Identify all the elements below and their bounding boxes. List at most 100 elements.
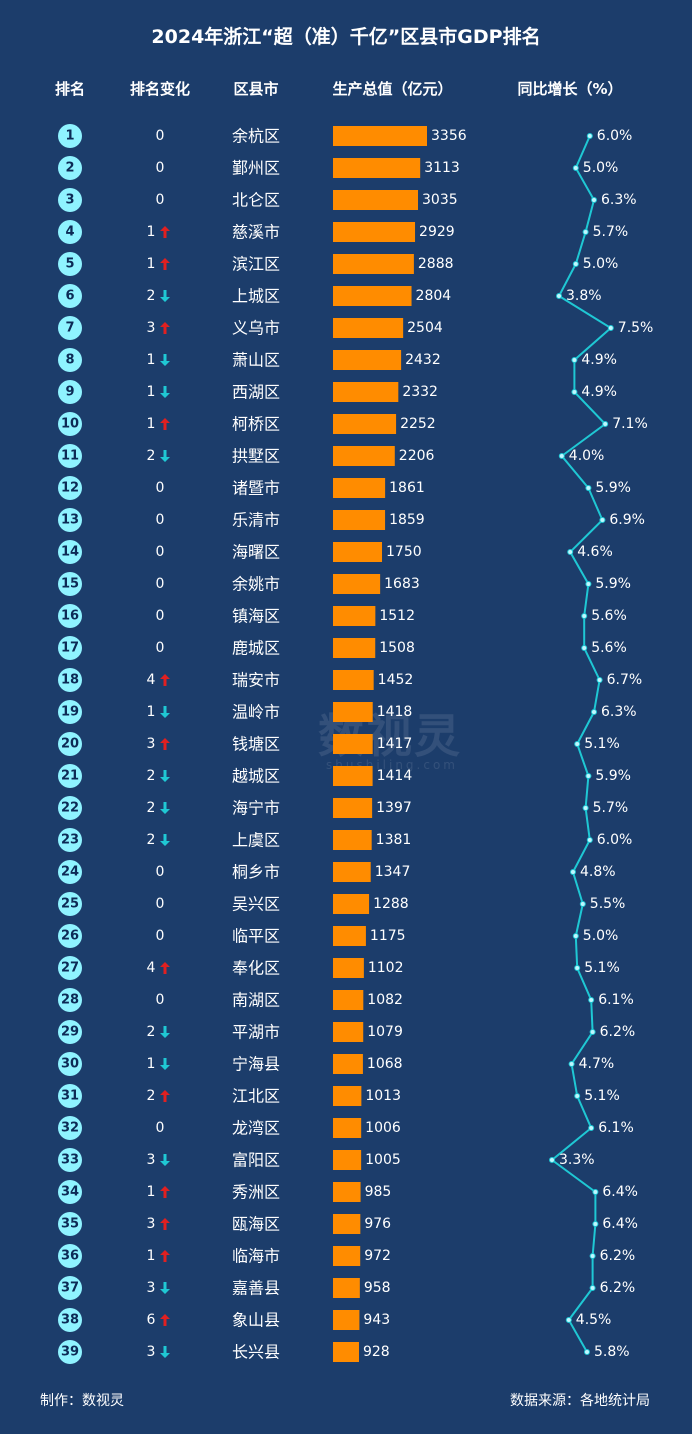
gdp-bar (333, 126, 427, 146)
gdp-value: 1381 (376, 832, 412, 848)
gdp-value: 972 (364, 1248, 391, 1264)
growth-point (565, 1317, 572, 1323)
region-name: 海曙区 (232, 543, 280, 562)
arrow-down-icon (160, 802, 170, 814)
rank-number: 4 (65, 225, 74, 240)
rank-change-value: 0 (156, 896, 165, 912)
region-name: 拱墅区 (232, 447, 280, 466)
growth-label: 6.9% (609, 512, 645, 528)
footer-maker: 制作：数视灵 (40, 1393, 124, 1409)
growth-label: 5.6% (591, 608, 627, 624)
rank-number: 2 (65, 161, 74, 176)
header-growth: 同比增长（%） (517, 80, 623, 98)
gdp-value: 1452 (378, 672, 414, 688)
rank-change-value: 1 (147, 1184, 156, 1200)
gdp-value: 1082 (367, 992, 403, 1008)
rank-circle (58, 764, 82, 788)
rank-number: 12 (61, 481, 79, 496)
arrow-up-icon (160, 1250, 170, 1262)
growth-label: 5.0% (583, 160, 619, 176)
growth-point (558, 453, 565, 459)
growth-point (585, 581, 592, 587)
arrow-up-icon (160, 322, 170, 334)
rank-number: 14 (61, 545, 79, 560)
growth-point (572, 165, 579, 171)
rank-change-value: 1 (147, 224, 156, 240)
rank-number: 39 (61, 1345, 79, 1360)
rank-change-value: 6 (147, 1312, 156, 1328)
arrow-down-icon (160, 834, 170, 846)
region-name: 义乌市 (232, 319, 280, 338)
region-name: 象山县 (232, 1311, 280, 1330)
gdp-value: 1512 (379, 608, 415, 624)
growth-label: 5.8% (594, 1344, 630, 1360)
rank-circle (58, 348, 82, 372)
gdp-value: 3035 (422, 192, 458, 208)
growth-point (586, 837, 593, 843)
growth-label: 6.2% (600, 1280, 636, 1296)
arrow-up-icon (160, 674, 170, 686)
gdp-value: 1414 (377, 768, 413, 784)
gdp-bar (333, 1182, 361, 1202)
growth-label: 5.7% (593, 224, 629, 240)
growth-point (570, 869, 576, 875)
arrow-down-icon (160, 1154, 170, 1166)
rank-change-value: 0 (156, 128, 165, 144)
growth-label: 6.7% (607, 672, 643, 688)
growth-label: 4.5% (576, 1312, 612, 1328)
rank-number: 9 (65, 385, 74, 400)
growth-point (585, 773, 592, 779)
gdp-value: 2206 (399, 448, 435, 464)
gdp-value: 958 (364, 1280, 391, 1296)
region-name: 鹿城区 (232, 639, 280, 658)
growth-point (581, 645, 588, 651)
gdp-bar (333, 990, 364, 1010)
rank-change-value: 2 (147, 1088, 156, 1104)
rank-number: 1 (65, 129, 74, 144)
growth-label: 6.0% (597, 832, 633, 848)
growth-label: 6.3% (601, 192, 637, 208)
gdp-value: 1417 (377, 736, 413, 752)
rank-circle (58, 700, 82, 724)
growth-label: 6.4% (602, 1184, 638, 1200)
rank-circle (58, 1116, 82, 1140)
growth-label: 3.8% (566, 288, 602, 304)
arrow-down-icon (160, 1282, 170, 1294)
growth-point (574, 1093, 581, 1099)
header-rank: 排名 (54, 80, 85, 98)
gdp-value: 1005 (365, 1152, 401, 1168)
rank-circle (58, 1052, 82, 1076)
rank-circle (58, 220, 82, 244)
growth-point (572, 261, 579, 267)
gdp-value: 943 (363, 1312, 390, 1328)
rank-change-value: 0 (156, 576, 165, 592)
gdp-bar (333, 254, 414, 274)
gdp-value: 1750 (386, 544, 422, 560)
region-name: 越城区 (232, 767, 280, 786)
rank-number: 10 (61, 417, 79, 432)
gdp-bar (333, 798, 373, 818)
growth-label: 6.1% (598, 992, 634, 1008)
growth-point (599, 517, 606, 523)
rank-number: 19 (61, 705, 79, 720)
rank-circle (58, 924, 82, 948)
growth-label: 4.7% (579, 1056, 615, 1072)
rank-number: 36 (61, 1249, 79, 1264)
header-gdp: 生产总值（亿元） (332, 80, 453, 98)
rank-number: 7 (65, 321, 74, 336)
gdp-value: 2252 (400, 416, 436, 432)
gdp-bar (333, 190, 419, 210)
rank-circle (58, 796, 82, 820)
rank-circle (58, 1212, 82, 1236)
rank-number: 33 (61, 1153, 79, 1168)
gdp-bar (333, 1054, 363, 1074)
region-name: 富阳区 (232, 1151, 280, 1170)
growth-label: 5.0% (583, 256, 619, 272)
rank-change-value: 0 (156, 160, 165, 176)
rank-circle (58, 732, 82, 756)
growth-label: 6.0% (597, 128, 633, 144)
rank-number: 27 (61, 961, 79, 976)
rank-change-value: 1 (147, 704, 156, 720)
gdp-value: 2888 (418, 256, 454, 272)
gdp-value: 1079 (367, 1024, 403, 1040)
